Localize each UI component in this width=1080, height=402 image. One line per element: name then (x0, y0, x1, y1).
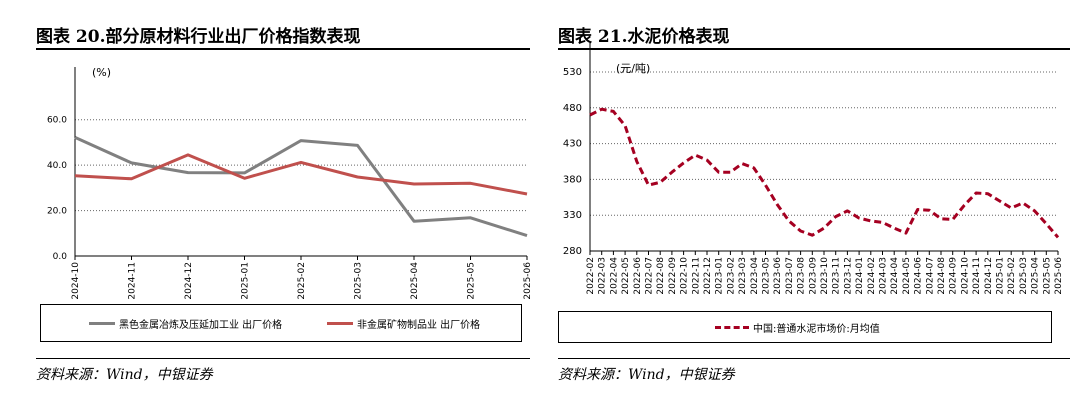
x-tick-label: 2025-06 (1054, 257, 1064, 295)
y-tick-label: 40.0 (47, 161, 67, 171)
x-tick-label: 2024-11 (128, 262, 138, 300)
y-tick-label: 330 (563, 210, 582, 221)
x-tick-label: 2022-07 (645, 257, 655, 295)
legend-label: 黑色金属冶炼及压延加工业 出厂价格 (119, 319, 283, 331)
x-tick-label: 2024-12 (984, 257, 994, 295)
source-note: 资料来源：Wind，中银证券 (36, 367, 213, 383)
source-note: 资料来源：Wind，中银证券 (558, 367, 735, 383)
y-tick-label: 480 (563, 103, 582, 114)
series-line-1 (74, 153, 528, 196)
x-tick-label: 2025-03 (1019, 257, 1029, 295)
series-line-0 (589, 107, 1060, 239)
x-tick-label: 2023-01 (715, 257, 725, 295)
x-tick-label: 2024-12 (184, 262, 194, 300)
x-tick-label: 2023-06 (773, 257, 783, 295)
x-tick-label: 2023-12 (843, 257, 853, 295)
x-tick-label: 2023-02 (726, 257, 736, 295)
x-tick-label: 2024-10 (960, 257, 970, 295)
legend-item-ferrous: 黑色金属冶炼及压延加工业 出厂价格 (89, 305, 282, 341)
legend: 黑色金属冶炼及压延加工业 出厂价格 非金属矿物制品业 出厂价格 (40, 304, 522, 342)
x-tick-label: 2024-01 (855, 257, 865, 295)
x-tick-label: 2025-06 (523, 262, 533, 300)
x-tick-label: 2024-02 (867, 257, 877, 295)
y-tick-label: 380 (563, 174, 582, 185)
x-tick-label: 2023-11 (832, 257, 842, 295)
x-tick-label: 2023-10 (820, 257, 830, 295)
series-line-0 (74, 136, 528, 238)
chart-title: 图表 20.部分原材料行业出厂价格指数表现 (36, 27, 361, 47)
x-tick-label: 2024-11 (972, 257, 982, 295)
x-tick-label: 2024-07 (925, 257, 935, 295)
y-tick-label: 530 (563, 67, 582, 78)
legend-swatch-red (327, 321, 353, 325)
legend: 中国:普通水泥市场价:月均值 (558, 311, 1052, 343)
x-tick-label: 2024-09 (949, 257, 959, 295)
x-tick-label: 2024-08 (937, 257, 947, 295)
y-tick-label: 280 (563, 246, 582, 257)
x-tick-label: 2025-02 (1007, 257, 1017, 295)
x-tick-label: 2025-05 (1042, 257, 1052, 295)
x-tick-label: 2022-12 (703, 257, 713, 295)
x-tick-label: 2024-04 (890, 257, 900, 295)
legend-label: 非金属矿物制品业 出厂价格 (357, 319, 481, 331)
x-tick-label: 2025-04 (1031, 257, 1041, 295)
title-rule (558, 48, 1070, 50)
x-tick-label: 2022-08 (656, 257, 666, 295)
x-tick-label: 2022-02 (586, 257, 596, 295)
x-tick-label: 2025-01 (241, 262, 251, 300)
x-tick-label: 2023-03 (738, 257, 748, 295)
legend-swatch-gray (89, 321, 115, 325)
legend-swatch-dashed (715, 325, 749, 329)
x-tick-label: 2022-03 (598, 257, 608, 295)
x-tick-label: 2023-09 (808, 257, 818, 295)
factory-price-index-chart: 0.0 20.0 40.0 60.0 (%) 2024-10 2024-11 2024-12 2… (47, 66, 533, 300)
x-tick-label: 2024-03 (879, 257, 889, 295)
right-chart-panel: 图表 21.水泥价格表现 280 330 380 430 480 530 (元/吨) 2022… (548, 0, 1080, 402)
y-tick-label: 20.0 (47, 207, 67, 217)
x-tick-label: 2022-05 (621, 257, 631, 295)
x-tick-label: 2025-04 (410, 262, 420, 300)
x-tick-label: 2023-05 (762, 257, 772, 295)
legend-label: 中国:普通水泥市场价:月均值 (753, 323, 880, 335)
x-tick-label: 2023-04 (750, 257, 760, 295)
x-tick-label: 2024-10 (71, 262, 81, 300)
y-unit-label: (元/吨) (616, 62, 650, 75)
x-tick-label: 2022-11 (691, 257, 701, 295)
chart-title: 图表 21.水泥价格表现 (558, 27, 730, 47)
y-tick-label: 0.0 (53, 252, 68, 262)
x-tick-label: 2022-04 (609, 257, 619, 295)
title-rule (36, 48, 530, 50)
x-tick-label: 2023-07 (785, 257, 795, 295)
legend-item-cement: 中国:普通水泥市场价:月均值 (715, 312, 880, 342)
y-tick-label: 430 (563, 139, 582, 150)
legend-item-nonmetal: 非金属矿物制品业 出厂价格 (327, 305, 480, 341)
left-chart-panel: 图表 20.部分原材料行业出厂价格指数表现 0.0 20.0 40.0 60.0 (%)… (36, 27, 533, 383)
x-tick-label: 2022-06 (633, 257, 643, 295)
x-tick-label: 2022-09 (668, 257, 678, 295)
x-tick-label: 2024-05 (902, 257, 912, 295)
y-unit-label: (%) (92, 66, 111, 79)
x-tick-label: 2025-01 (996, 257, 1006, 295)
x-tick-label: 2023-08 (797, 257, 807, 295)
x-tick-label: 2024-06 (914, 257, 924, 295)
x-tick-label: 2025-02 (297, 262, 307, 300)
x-tick-label: 2025-05 (467, 262, 477, 300)
y-tick-label: 60.0 (47, 116, 67, 126)
x-tick-label: 2025-03 (354, 262, 364, 300)
source-rule (36, 358, 530, 359)
x-tick-label: 2022-10 (680, 257, 690, 295)
source-rule (558, 358, 1070, 359)
